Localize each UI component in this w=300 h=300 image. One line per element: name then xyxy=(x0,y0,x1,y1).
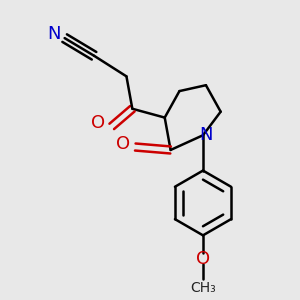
Text: O: O xyxy=(116,135,130,153)
Text: N: N xyxy=(199,126,213,144)
Text: N: N xyxy=(48,25,61,43)
Text: CH₃: CH₃ xyxy=(190,281,216,295)
Text: O: O xyxy=(196,250,210,268)
Text: O: O xyxy=(92,115,106,133)
